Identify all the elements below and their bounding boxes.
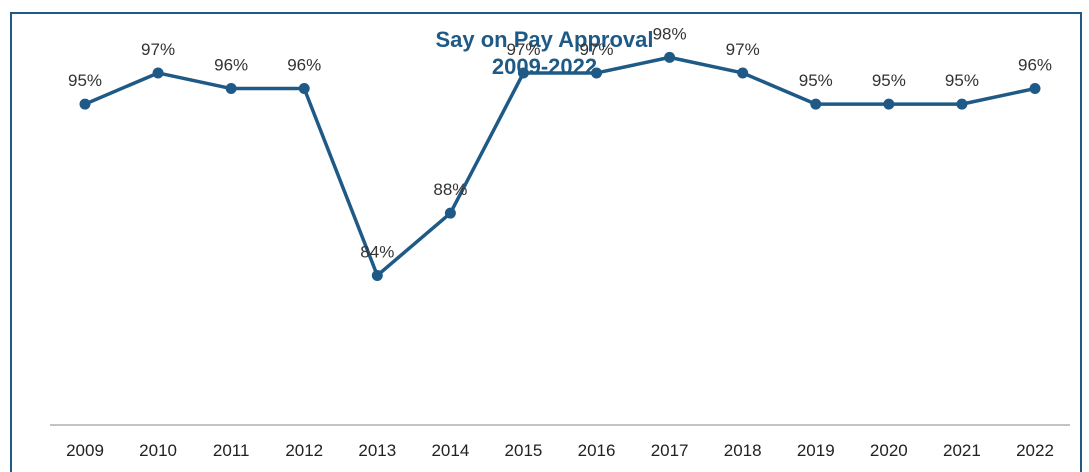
data-point-2011 bbox=[225, 83, 237, 95]
data-point-2010 bbox=[152, 67, 164, 79]
data-point-2013 bbox=[371, 269, 383, 281]
data-points bbox=[79, 51, 1041, 281]
data-label-2018: 97% bbox=[726, 40, 760, 59]
x-tick-label-2020: 2020 bbox=[870, 441, 908, 460]
data-label-2012: 96% bbox=[287, 56, 321, 75]
x-tick-label-2013: 2013 bbox=[358, 441, 396, 460]
data-point-2020 bbox=[883, 98, 895, 110]
data-label-2017: 98% bbox=[653, 24, 687, 43]
chart-title-block: Say on Pay Approval 2009-2022 bbox=[0, 26, 1089, 80]
x-tick-labels: 2009 2010 2011 2012 2013 2014 2015 2016 2017 2018… bbox=[66, 441, 1054, 460]
data-point-2012 bbox=[298, 83, 310, 95]
series-line-group bbox=[84, 55, 1036, 278]
x-tick-label-2014: 2014 bbox=[431, 441, 469, 460]
x-tick-label-2022: 2022 bbox=[1016, 441, 1054, 460]
data-point-2021 bbox=[956, 98, 968, 110]
data-point-2014 bbox=[444, 207, 456, 219]
data-point-2016 bbox=[591, 67, 603, 79]
data-point-2017 bbox=[664, 51, 676, 63]
data-point-2009 bbox=[79, 98, 91, 110]
x-tick-label-2011: 2011 bbox=[213, 441, 250, 460]
data-label-2016: 97% bbox=[580, 40, 614, 59]
x-tick-label-2018: 2018 bbox=[724, 441, 762, 460]
series-line bbox=[84, 55, 1036, 278]
chart-subtitle: 2009-2022 bbox=[491, 54, 598, 79]
data-point-2019 bbox=[810, 98, 822, 110]
data-label-2011: 96% bbox=[214, 56, 248, 75]
data-label-2015: 97% bbox=[506, 40, 540, 59]
chart-title: Say on Pay Approval bbox=[435, 27, 654, 52]
data-label-2019: 95% bbox=[799, 71, 833, 90]
data-point-2015 bbox=[517, 67, 529, 79]
x-tick-label-2016: 2016 bbox=[578, 441, 616, 460]
x-tick-label-2019: 2019 bbox=[797, 441, 835, 460]
data-label-2010: 97% bbox=[141, 40, 175, 59]
x-tick-label-2021: 2021 bbox=[943, 441, 981, 460]
data-label-2022: 96% bbox=[1018, 56, 1052, 75]
data-label-2013: 84% bbox=[360, 242, 394, 261]
line-chart: 95% 97% 96% 96% 84% 88% 97% 97% 98% 97% 95% 95% 95% 9… bbox=[50, 24, 1070, 460]
x-tick-label-2017: 2017 bbox=[651, 441, 689, 460]
data-label-2009: 95% bbox=[68, 71, 102, 90]
x-tick-label-2009: 2009 bbox=[66, 441, 104, 460]
data-label-2021: 95% bbox=[945, 71, 979, 90]
x-tick-label-2010: 2010 bbox=[139, 441, 177, 460]
data-labels: 95% 97% 96% 96% 84% 88% 97% 97% 98% 97% 95% 95% 95% 9… bbox=[68, 24, 1052, 261]
chart-frame bbox=[10, 12, 1082, 472]
x-tick-label-2012: 2012 bbox=[285, 441, 323, 460]
data-point-2018 bbox=[737, 67, 749, 79]
data-point-2022 bbox=[1029, 83, 1041, 95]
data-label-2020: 95% bbox=[872, 71, 906, 90]
x-tick-label-2015: 2015 bbox=[505, 441, 543, 460]
data-label-2014: 88% bbox=[433, 180, 467, 199]
